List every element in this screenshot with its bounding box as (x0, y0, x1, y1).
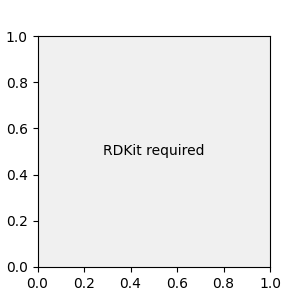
Text: RDKit required: RDKit required (103, 145, 205, 158)
